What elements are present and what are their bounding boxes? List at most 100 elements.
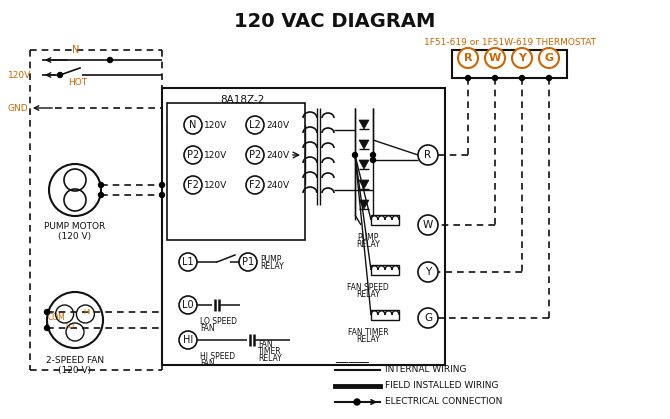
Circle shape <box>246 176 264 194</box>
Text: (120 V): (120 V) <box>58 232 92 241</box>
Text: FIELD INSTALLED WIRING: FIELD INSTALLED WIRING <box>385 382 498 391</box>
Circle shape <box>492 75 498 80</box>
Text: 120V: 120V <box>204 150 227 160</box>
Circle shape <box>352 153 358 158</box>
Text: W: W <box>489 53 501 63</box>
Text: L1: L1 <box>182 257 194 267</box>
Text: (120 V): (120 V) <box>58 366 92 375</box>
Circle shape <box>184 146 202 164</box>
Text: N: N <box>72 45 79 55</box>
Text: LO: LO <box>66 323 74 329</box>
Text: RELAY: RELAY <box>356 240 380 249</box>
Circle shape <box>512 48 532 68</box>
Text: HOT: HOT <box>68 78 87 86</box>
Text: 2-SPEED FAN: 2-SPEED FAN <box>46 356 104 365</box>
Circle shape <box>98 183 103 187</box>
FancyBboxPatch shape <box>371 265 399 275</box>
FancyBboxPatch shape <box>452 50 567 78</box>
Text: RELAY: RELAY <box>260 262 284 271</box>
Text: RELAY: RELAY <box>356 335 380 344</box>
Circle shape <box>485 48 505 68</box>
Text: R: R <box>424 150 431 160</box>
Text: Y: Y <box>425 267 431 277</box>
Circle shape <box>239 253 257 271</box>
Text: N: N <box>190 120 197 130</box>
Circle shape <box>44 326 50 331</box>
Circle shape <box>107 57 113 62</box>
Text: G: G <box>424 313 432 323</box>
Circle shape <box>179 331 197 349</box>
Text: 240V: 240V <box>266 121 289 129</box>
Circle shape <box>371 153 375 158</box>
Circle shape <box>458 48 478 68</box>
Text: LO SPEED: LO SPEED <box>200 317 237 326</box>
Polygon shape <box>359 140 369 149</box>
Text: R: R <box>464 53 472 63</box>
Circle shape <box>184 116 202 134</box>
Circle shape <box>418 215 438 235</box>
Text: 1F51-619 or 1F51W-619 THERMOSTAT: 1F51-619 or 1F51W-619 THERMOSTAT <box>424 38 596 47</box>
FancyBboxPatch shape <box>162 88 445 365</box>
Circle shape <box>466 75 470 80</box>
Circle shape <box>418 308 438 328</box>
Circle shape <box>418 262 438 282</box>
Circle shape <box>98 192 103 197</box>
Text: FAN TIMER: FAN TIMER <box>348 328 389 337</box>
FancyBboxPatch shape <box>167 103 305 240</box>
Text: TIMER: TIMER <box>258 347 281 356</box>
Text: INTERNAL WIRING: INTERNAL WIRING <box>385 365 466 375</box>
Circle shape <box>184 176 202 194</box>
Circle shape <box>58 72 62 78</box>
Circle shape <box>159 183 165 187</box>
Text: PUMP: PUMP <box>357 233 379 242</box>
Text: HI: HI <box>183 335 193 345</box>
Text: FAN SPEED: FAN SPEED <box>347 283 389 292</box>
Text: Y: Y <box>518 53 526 63</box>
Circle shape <box>159 192 165 197</box>
Circle shape <box>246 116 264 134</box>
Text: 120V: 120V <box>204 121 227 129</box>
Circle shape <box>354 399 360 405</box>
Text: GND: GND <box>8 103 29 112</box>
Circle shape <box>179 253 197 271</box>
Text: 240V: 240V <box>266 150 289 160</box>
FancyBboxPatch shape <box>371 310 399 320</box>
Text: FAN: FAN <box>200 324 214 333</box>
Circle shape <box>418 145 438 165</box>
Circle shape <box>519 75 525 80</box>
Polygon shape <box>359 180 369 189</box>
FancyBboxPatch shape <box>371 215 399 225</box>
Text: ─────: ───── <box>335 357 368 367</box>
Text: F2: F2 <box>249 180 261 190</box>
Text: COM: COM <box>48 313 65 323</box>
Text: FAN: FAN <box>200 359 214 368</box>
Circle shape <box>246 146 264 164</box>
Text: FAN: FAN <box>258 340 273 349</box>
Text: P2: P2 <box>249 150 261 160</box>
Text: RELAY: RELAY <box>258 354 282 363</box>
Text: PUMP: PUMP <box>260 255 281 264</box>
Polygon shape <box>359 200 369 209</box>
Text: L2: L2 <box>249 120 261 130</box>
Text: 240V: 240V <box>266 181 289 189</box>
Polygon shape <box>359 120 369 129</box>
Text: HI: HI <box>83 309 90 315</box>
Circle shape <box>44 310 50 315</box>
Circle shape <box>179 296 197 314</box>
Text: ELECTRICAL CONNECTION: ELECTRICAL CONNECTION <box>385 398 502 406</box>
Text: P2: P2 <box>187 150 199 160</box>
Text: G: G <box>545 53 553 63</box>
Circle shape <box>547 75 551 80</box>
Text: RELAY: RELAY <box>356 290 380 299</box>
Text: F2: F2 <box>187 180 199 190</box>
Text: P1: P1 <box>242 257 254 267</box>
Text: PUMP MOTOR: PUMP MOTOR <box>44 222 106 231</box>
Text: 8A18Z-2: 8A18Z-2 <box>220 95 265 105</box>
Text: 120 VAC DIAGRAM: 120 VAC DIAGRAM <box>234 12 436 31</box>
Polygon shape <box>359 160 369 169</box>
Circle shape <box>539 48 559 68</box>
Text: L0: L0 <box>182 300 194 310</box>
Text: W: W <box>423 220 433 230</box>
Text: 120V: 120V <box>204 181 227 189</box>
Circle shape <box>371 158 375 163</box>
